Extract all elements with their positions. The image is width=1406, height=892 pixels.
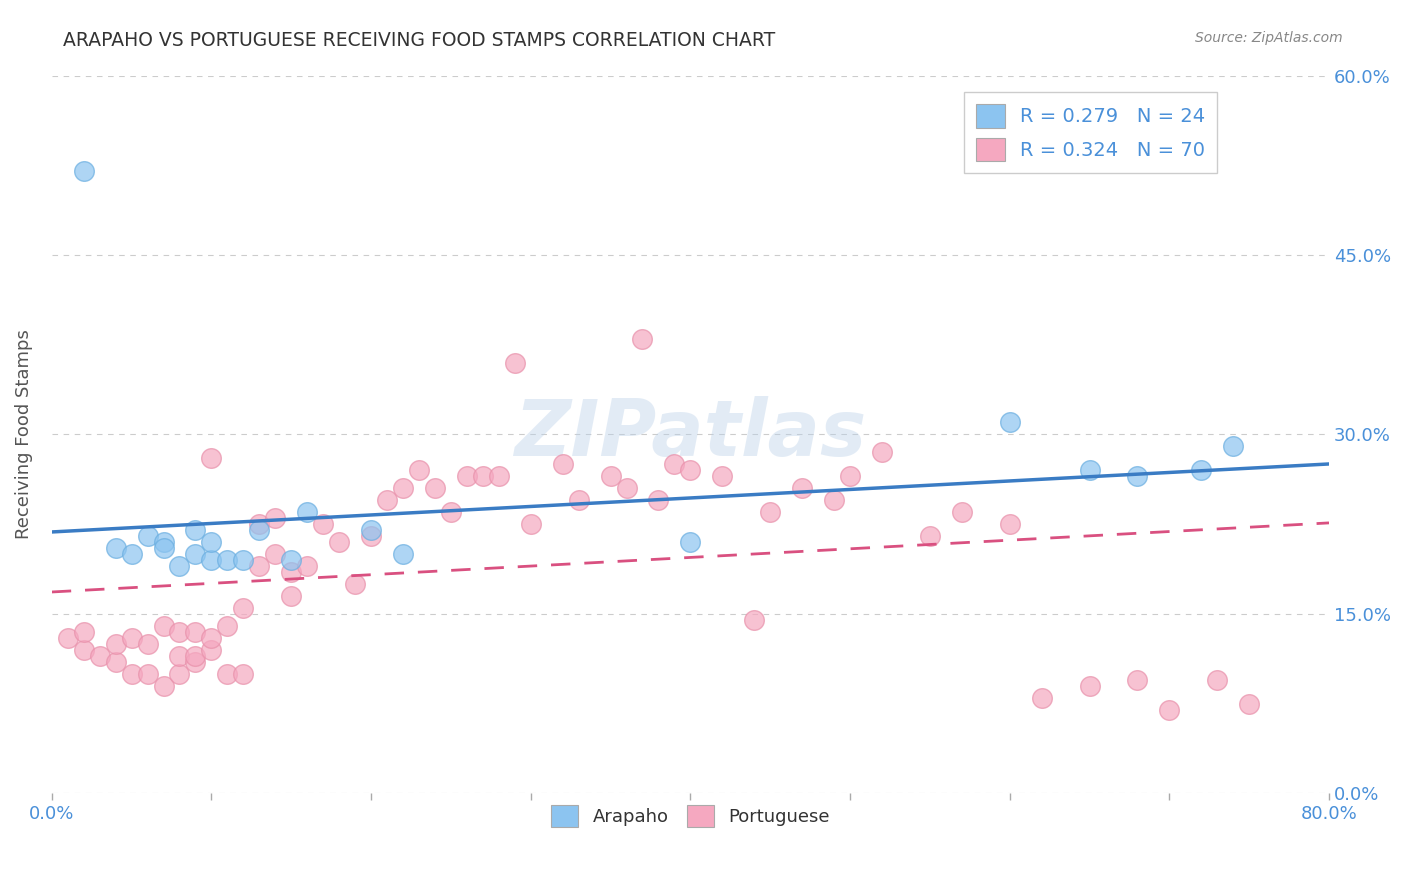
Point xyxy=(152,679,174,693)
Point xyxy=(232,553,254,567)
Point xyxy=(503,356,526,370)
Point xyxy=(616,481,638,495)
Point xyxy=(200,642,222,657)
Point xyxy=(152,535,174,549)
Point xyxy=(184,523,207,537)
Point xyxy=(1159,703,1181,717)
Point xyxy=(631,332,654,346)
Point xyxy=(1078,463,1101,477)
Point xyxy=(247,517,270,532)
Point xyxy=(247,523,270,537)
Point xyxy=(647,493,669,508)
Point xyxy=(184,547,207,561)
Point xyxy=(1126,469,1149,483)
Point xyxy=(375,493,398,508)
Point xyxy=(232,666,254,681)
Point xyxy=(918,529,941,543)
Point xyxy=(184,624,207,639)
Point xyxy=(440,505,463,519)
Point xyxy=(280,565,302,579)
Point xyxy=(823,493,845,508)
Point xyxy=(312,517,335,532)
Point xyxy=(551,458,574,472)
Text: Source: ZipAtlas.com: Source: ZipAtlas.com xyxy=(1195,31,1343,45)
Point xyxy=(264,547,287,561)
Point xyxy=(104,637,127,651)
Point xyxy=(360,529,382,543)
Point xyxy=(344,577,367,591)
Point xyxy=(200,553,222,567)
Point xyxy=(104,541,127,555)
Point xyxy=(184,648,207,663)
Point xyxy=(1078,679,1101,693)
Point xyxy=(169,624,191,639)
Point xyxy=(217,619,239,633)
Point xyxy=(1222,439,1244,453)
Point xyxy=(711,469,734,483)
Point xyxy=(280,589,302,603)
Point xyxy=(568,493,591,508)
Point xyxy=(200,631,222,645)
Point xyxy=(998,416,1021,430)
Point xyxy=(870,445,893,459)
Point xyxy=(104,655,127,669)
Point xyxy=(456,469,478,483)
Legend: Arapaho, Portuguese: Arapaho, Portuguese xyxy=(544,798,837,835)
Point xyxy=(73,642,96,657)
Point xyxy=(247,559,270,574)
Point xyxy=(664,458,686,472)
Point xyxy=(136,666,159,681)
Point xyxy=(423,481,446,495)
Point xyxy=(759,505,782,519)
Point xyxy=(200,535,222,549)
Point xyxy=(217,553,239,567)
Point xyxy=(121,631,143,645)
Y-axis label: Receiving Food Stamps: Receiving Food Stamps xyxy=(15,329,32,540)
Point xyxy=(136,529,159,543)
Point xyxy=(360,523,382,537)
Point xyxy=(1206,673,1229,687)
Point xyxy=(471,469,494,483)
Point xyxy=(169,666,191,681)
Point xyxy=(742,613,765,627)
Point xyxy=(679,535,702,549)
Point xyxy=(217,666,239,681)
Point xyxy=(232,601,254,615)
Point xyxy=(200,451,222,466)
Point xyxy=(328,535,350,549)
Point xyxy=(392,481,415,495)
Point xyxy=(488,469,510,483)
Point xyxy=(998,517,1021,532)
Point xyxy=(792,481,814,495)
Point xyxy=(73,164,96,178)
Point xyxy=(1237,697,1260,711)
Point xyxy=(169,559,191,574)
Point xyxy=(152,541,174,555)
Point xyxy=(121,666,143,681)
Point xyxy=(56,631,79,645)
Point xyxy=(184,655,207,669)
Point xyxy=(392,547,415,561)
Point xyxy=(950,505,973,519)
Point xyxy=(519,517,541,532)
Text: ARAPAHO VS PORTUGUESE RECEIVING FOOD STAMPS CORRELATION CHART: ARAPAHO VS PORTUGUESE RECEIVING FOOD STA… xyxy=(63,31,776,50)
Point xyxy=(295,559,318,574)
Point xyxy=(169,648,191,663)
Text: ZIPatlas: ZIPatlas xyxy=(515,396,866,473)
Point xyxy=(1189,463,1212,477)
Point xyxy=(679,463,702,477)
Point xyxy=(599,469,621,483)
Point xyxy=(408,463,430,477)
Point xyxy=(1031,690,1053,705)
Point xyxy=(89,648,111,663)
Point xyxy=(136,637,159,651)
Point xyxy=(839,469,862,483)
Point xyxy=(280,553,302,567)
Point xyxy=(73,624,96,639)
Point xyxy=(152,619,174,633)
Point xyxy=(121,547,143,561)
Point xyxy=(264,511,287,525)
Point xyxy=(1126,673,1149,687)
Point xyxy=(295,505,318,519)
